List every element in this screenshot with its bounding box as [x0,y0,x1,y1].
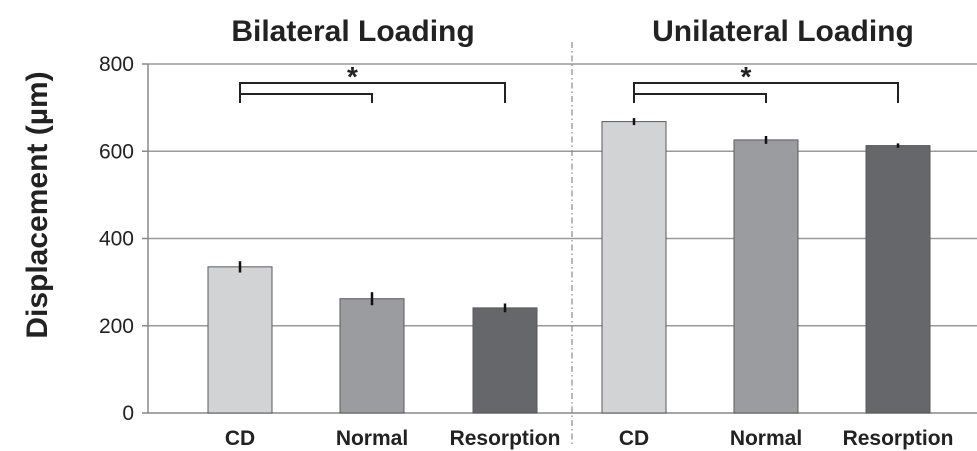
category-label-1-2: Resorption [843,427,954,450]
bar-1-2 [865,145,931,414]
bars [207,118,931,414]
category-label-0-1: Normal [336,427,408,450]
bar-0-1 [339,298,405,414]
y-axis-label: Displacement (µm) [21,71,54,338]
y-tick-label-4: 800 [99,53,134,76]
category-label-1-0: CD [619,427,649,450]
y-tick-label-3: 600 [99,140,134,163]
significance-star-0: * [347,61,358,92]
y-tick-label-2: 400 [99,228,134,251]
panel-title-0: Bilateral Loading [231,15,474,48]
bar-1-1 [733,139,799,414]
bar-0-2 [472,307,538,414]
panel-title-1: Unilateral Loading [652,15,914,48]
labels: 0 200 400 600 800 Displacement (µm) Bilateral … [21,15,953,450]
significance-star-1: * [741,61,752,92]
y-tick-label-1: 200 [99,315,134,338]
category-label-0-2: Resorption [450,427,561,450]
significance-annotations: * * [239,61,899,103]
bar-1-0 [601,121,667,414]
bracket-inner-0 [240,93,373,103]
category-label-0-0: CD [225,427,255,450]
bar-0-0 [207,266,273,414]
gridlines [148,63,977,327]
bracket-inner-1 [634,93,767,103]
y-tick-label-0: 0 [122,402,134,425]
axes [142,42,977,446]
category-label-1-1: Normal [730,427,802,450]
